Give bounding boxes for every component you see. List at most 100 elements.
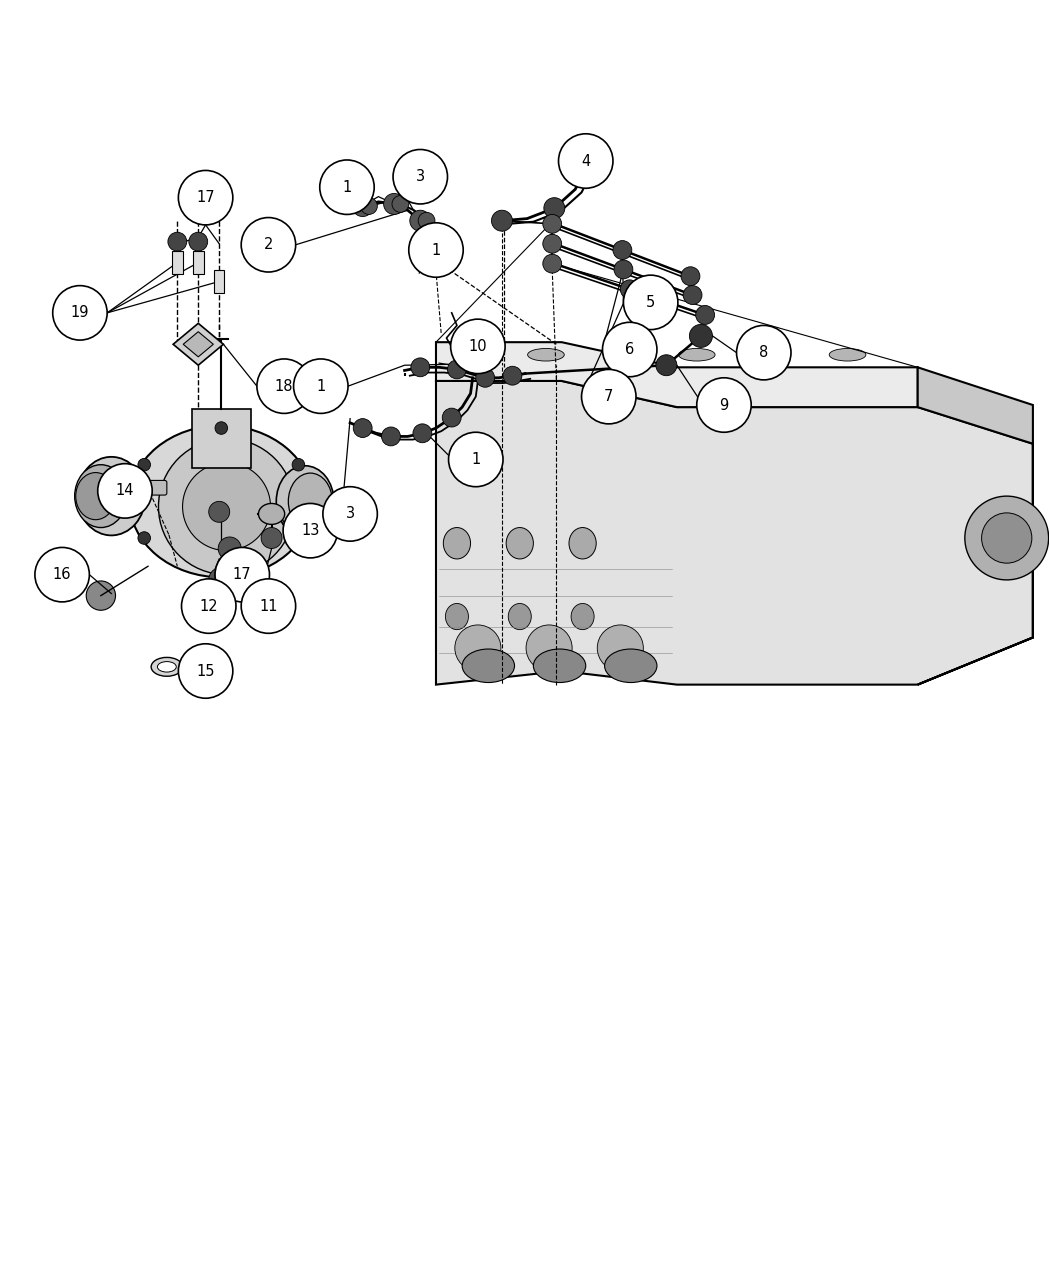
- Ellipse shape: [533, 649, 586, 682]
- Ellipse shape: [289, 473, 332, 529]
- Polygon shape: [436, 342, 918, 407]
- Circle shape: [353, 418, 372, 437]
- Text: 16: 16: [52, 567, 71, 583]
- Ellipse shape: [129, 426, 313, 578]
- Circle shape: [413, 423, 432, 442]
- Text: 18: 18: [275, 379, 293, 394]
- Text: 1: 1: [342, 180, 352, 195]
- Ellipse shape: [445, 603, 468, 630]
- Circle shape: [242, 218, 296, 272]
- Circle shape: [982, 513, 1032, 564]
- Circle shape: [178, 644, 233, 699]
- Ellipse shape: [605, 649, 657, 682]
- Circle shape: [736, 325, 791, 380]
- Circle shape: [442, 408, 461, 427]
- Circle shape: [178, 171, 233, 224]
- Text: 1: 1: [316, 379, 326, 394]
- Ellipse shape: [258, 504, 285, 524]
- Circle shape: [503, 366, 522, 385]
- Ellipse shape: [76, 473, 116, 520]
- Ellipse shape: [527, 348, 564, 361]
- Circle shape: [656, 354, 677, 376]
- Circle shape: [544, 198, 565, 218]
- Circle shape: [86, 581, 116, 611]
- Circle shape: [209, 567, 234, 593]
- Polygon shape: [183, 332, 213, 357]
- FancyBboxPatch shape: [144, 481, 167, 495]
- Circle shape: [383, 194, 404, 214]
- Text: 6: 6: [625, 342, 634, 357]
- Bar: [214, 270, 225, 293]
- Text: 14: 14: [116, 483, 134, 499]
- Bar: [192, 409, 251, 468]
- Circle shape: [447, 360, 466, 379]
- Circle shape: [182, 579, 236, 634]
- Circle shape: [242, 579, 296, 634]
- Circle shape: [261, 528, 282, 548]
- Circle shape: [543, 235, 562, 254]
- Text: 4: 4: [581, 153, 590, 168]
- Text: 8: 8: [759, 346, 769, 360]
- Ellipse shape: [603, 348, 639, 361]
- Circle shape: [215, 569, 228, 581]
- Text: 1: 1: [432, 242, 441, 258]
- Circle shape: [183, 463, 271, 551]
- Polygon shape: [173, 324, 224, 365]
- Circle shape: [352, 195, 373, 217]
- Text: 3: 3: [345, 506, 355, 521]
- Circle shape: [965, 496, 1049, 580]
- Circle shape: [408, 223, 463, 277]
- Text: 19: 19: [70, 305, 89, 320]
- Circle shape: [684, 286, 702, 305]
- Ellipse shape: [443, 528, 470, 558]
- Circle shape: [448, 432, 503, 487]
- Text: 1: 1: [471, 451, 481, 467]
- Circle shape: [603, 323, 657, 376]
- Circle shape: [35, 547, 89, 602]
- Text: 10: 10: [468, 339, 487, 354]
- Text: 7: 7: [604, 389, 613, 404]
- Ellipse shape: [571, 603, 594, 630]
- Ellipse shape: [276, 465, 334, 537]
- Ellipse shape: [78, 456, 145, 536]
- Circle shape: [52, 286, 107, 340]
- Circle shape: [614, 260, 633, 279]
- Circle shape: [392, 195, 408, 213]
- Ellipse shape: [754, 348, 791, 361]
- Circle shape: [320, 159, 374, 214]
- Ellipse shape: [678, 348, 715, 361]
- Circle shape: [294, 360, 348, 413]
- Circle shape: [393, 149, 447, 204]
- Circle shape: [491, 210, 512, 231]
- Text: 13: 13: [301, 523, 319, 538]
- Ellipse shape: [158, 662, 176, 672]
- Circle shape: [215, 547, 270, 602]
- Circle shape: [420, 231, 441, 252]
- Text: 5: 5: [646, 295, 655, 310]
- Circle shape: [597, 625, 644, 671]
- Ellipse shape: [151, 658, 183, 676]
- Circle shape: [168, 232, 187, 251]
- Circle shape: [697, 377, 751, 432]
- Circle shape: [543, 254, 562, 273]
- Circle shape: [215, 422, 228, 435]
- Circle shape: [476, 368, 495, 388]
- Circle shape: [323, 487, 377, 541]
- Polygon shape: [436, 381, 1033, 685]
- Text: 12: 12: [200, 598, 218, 613]
- Bar: [193, 251, 204, 274]
- Circle shape: [284, 504, 337, 558]
- Text: 17: 17: [196, 190, 215, 205]
- Ellipse shape: [830, 348, 866, 361]
- Ellipse shape: [453, 348, 489, 361]
- Circle shape: [621, 280, 639, 298]
- Circle shape: [189, 232, 208, 251]
- Circle shape: [418, 213, 435, 230]
- Circle shape: [292, 532, 304, 544]
- Ellipse shape: [462, 649, 514, 682]
- Text: 3: 3: [416, 170, 425, 184]
- Circle shape: [381, 427, 400, 446]
- Ellipse shape: [508, 603, 531, 630]
- Circle shape: [624, 275, 678, 330]
- Circle shape: [257, 360, 312, 413]
